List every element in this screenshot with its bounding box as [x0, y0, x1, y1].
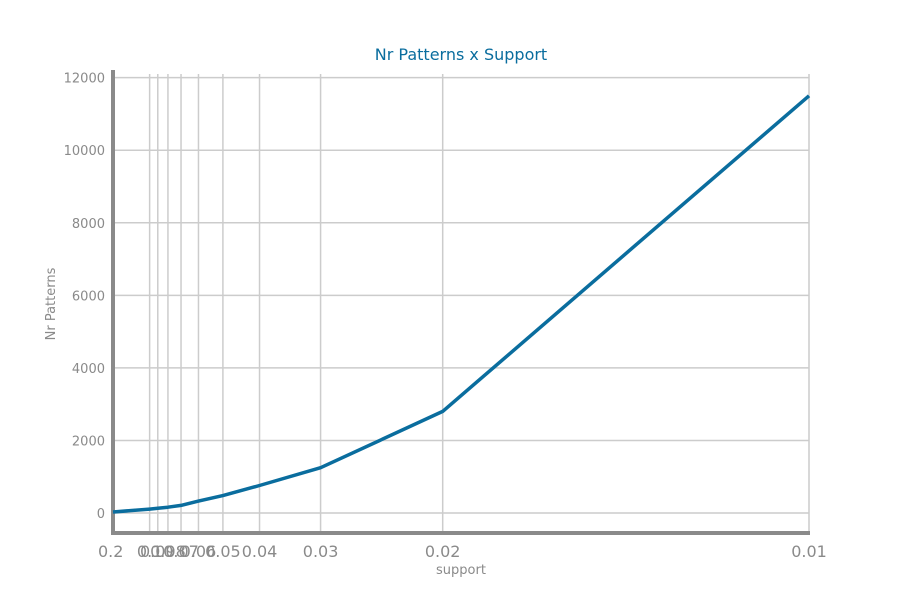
x-tick-label: 0.03: [303, 542, 339, 561]
series-line: [112, 94, 811, 514]
y-tick-label: 2000: [72, 434, 105, 449]
x-tick-label: 0.1: [137, 542, 162, 561]
x-tick-label: 0.07: [163, 542, 199, 561]
x-tick-label: 0.09: [140, 542, 176, 561]
x-tick-label: 0.02: [425, 542, 461, 561]
y-tick-label: 12000: [64, 72, 105, 87]
y-tick-label: 4000: [72, 362, 105, 377]
x-tick-label: 0.04: [242, 542, 278, 561]
x-axis-label: support: [436, 563, 486, 578]
data-series: [112, 94, 811, 514]
grid-lines: [113, 74, 810, 533]
x-tick-label: 0.05: [205, 542, 241, 561]
y-tick-label: 6000: [72, 289, 105, 304]
y-tick-label: 10000: [64, 144, 105, 159]
y-tick-labels: 0 2000 4000 6000 8000 10000 12000: [64, 72, 105, 522]
x-tick-labels: 0.2 0.10.090.080.070.060.05 0.04 0.03 0.02 0.…: [98, 542, 827, 561]
chart-title: Nr Patterns x Support: [375, 45, 547, 64]
axes: [111, 70, 810, 535]
x-tick-label: 0.2: [98, 542, 123, 561]
y-tick-label: 0: [97, 507, 105, 522]
y-tick-label: 8000: [72, 217, 105, 232]
y-axis-label: Nr Patterns: [44, 267, 59, 340]
x-tick-label: 0.08: [150, 542, 186, 561]
x-tick-label: 0.06: [181, 542, 217, 561]
x-tick-label: 0.01: [791, 542, 827, 561]
